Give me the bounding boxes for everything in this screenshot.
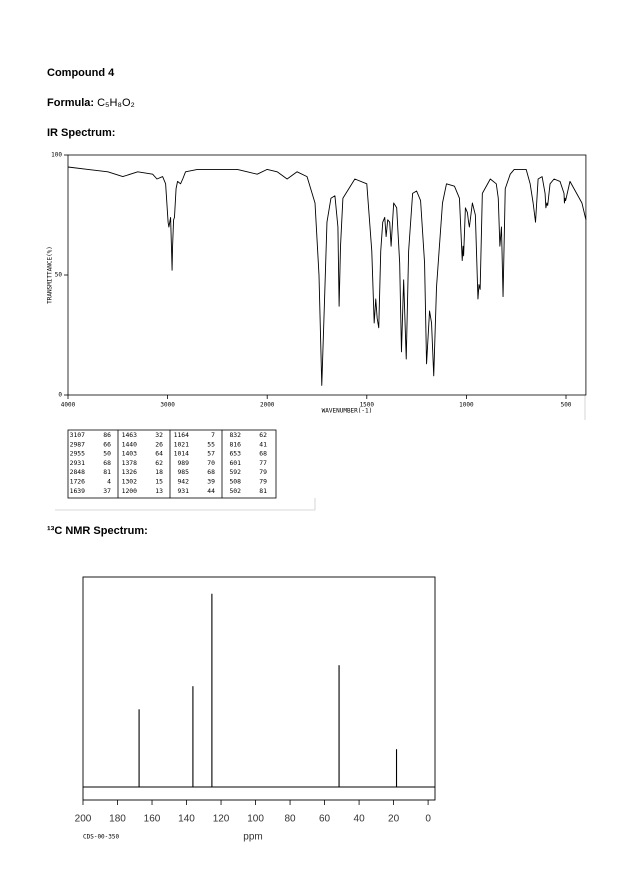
x-tick-label: 160 (144, 814, 161, 825)
table-cell: 931 (177, 487, 189, 495)
table-cell: 502 (229, 487, 241, 495)
table-cell: 41 (259, 440, 267, 448)
x-tick-label: 500 (561, 402, 572, 409)
table-cell: 64 (155, 450, 163, 458)
x-tick-label: 1500 (360, 402, 375, 409)
x-tick-label: 0 (425, 814, 431, 825)
table-cell: 1440 (122, 440, 138, 448)
annotation: CDS-00-350 (83, 834, 120, 841)
table-cell: 50 (103, 450, 111, 458)
x-tick-label: 2000 (260, 402, 275, 409)
table-cell: 1639 (70, 487, 86, 495)
table-cell: 79 (259, 468, 267, 476)
x-axis-label: WAVENUMBER(-1) (322, 408, 373, 415)
y-tick-label: 0 (58, 392, 62, 399)
table-cell: 2955 (70, 450, 86, 458)
table-cell: 1726 (70, 478, 86, 486)
spectrum-line (67, 166, 587, 386)
table-cell: 68 (259, 450, 267, 458)
table-cell: 3107 (70, 431, 86, 439)
table-cell: 592 (229, 468, 241, 476)
x-tick-label: 40 (354, 814, 366, 825)
table-cell: 4 (107, 478, 111, 486)
table-cell: 1326 (122, 468, 138, 476)
formula: C₅H₈O₂ (97, 97, 135, 109)
table-cell: 2987 (70, 440, 86, 448)
table-cell: 18 (155, 468, 163, 476)
table-cell: 15 (155, 478, 163, 486)
table-cell: 55 (207, 440, 215, 448)
table-cell: 653 (229, 450, 241, 458)
table-cell: 2848 (70, 468, 86, 476)
compound-title: Compound 4 (47, 67, 115, 79)
table-cell: 39 (207, 478, 215, 486)
table-cell: 832 (229, 431, 241, 439)
table-cell: 942 (177, 478, 189, 486)
x-tick-label: 20 (388, 814, 400, 825)
y-tick-label: 50 (55, 272, 63, 279)
x-tick-label: 80 (284, 814, 296, 825)
formula-label: Formula: (47, 97, 94, 109)
table-cell: 81 (103, 468, 111, 476)
table-cell: 70 (207, 459, 215, 467)
table-cell: 1014 (174, 450, 190, 458)
table-cell: 81 (259, 487, 267, 495)
x-tick-label: 60 (319, 814, 331, 825)
table-cell: 1302 (122, 478, 138, 486)
x-tick-label: 3000 (160, 402, 175, 409)
table-cell: 62 (259, 431, 267, 439)
y-axis-label: TRANSMITTANCE(%) (47, 246, 54, 304)
table-cell: 66 (103, 440, 111, 448)
table-cell: 1463 (122, 431, 138, 439)
x-tick-label: 100 (247, 814, 264, 825)
table-cell: 37 (103, 487, 111, 495)
nmr-heading: ¹³C NMR Spectrum: (47, 525, 148, 537)
table-frame (67, 429, 277, 499)
table-cell: 32 (155, 431, 163, 439)
table-cell: 989 (177, 459, 189, 467)
table-cell: 1200 (122, 487, 138, 495)
x-tick-label: 120 (213, 814, 230, 825)
table-cell: 601 (229, 459, 241, 467)
table-cell: 68 (103, 459, 111, 467)
table-cell: 77 (259, 459, 267, 467)
x-tick-label: 180 (109, 814, 126, 825)
ir-heading: IR Spectrum: (47, 127, 115, 139)
table-cell: 86 (103, 431, 111, 439)
table-cell: 68 (207, 468, 215, 476)
table-cell: 13 (155, 487, 163, 495)
table-cell: 79 (259, 478, 267, 486)
table-cell: 7 (211, 431, 215, 439)
table-cell: 508 (229, 478, 241, 486)
table-cell: 1378 (122, 459, 138, 467)
table-cell: 57 (207, 450, 215, 458)
table-cell: 816 (229, 440, 241, 448)
x-tick-label: 1000 (459, 402, 474, 409)
table-cell: 62 (155, 459, 163, 467)
y-tick-label: 100 (51, 152, 62, 159)
table-cell: 26 (155, 440, 163, 448)
formula-line: Formula: C₅H₈O₂ (47, 97, 135, 109)
x-tick-label: 140 (178, 814, 195, 825)
table-cell: 44 (207, 487, 215, 495)
table-cell: 1403 (122, 450, 138, 458)
x-axis-label: ppm (243, 832, 262, 843)
table-cell: 1021 (174, 440, 190, 448)
table-cell: 2931 (70, 459, 86, 467)
x-tick-label: 200 (75, 814, 92, 825)
plot-frame (82, 576, 436, 801)
x-tick-label: 4000 (61, 402, 76, 409)
table-cell: 1164 (174, 431, 190, 439)
table-cell: 985 (177, 468, 189, 476)
